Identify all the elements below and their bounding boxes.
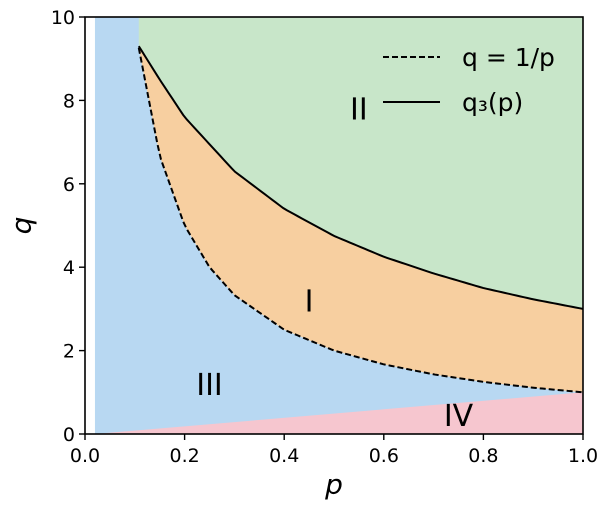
axis-ticks: 0.0 0.2 0.4 0.6 0.8 1.0 0 2 4 6 8 10: [51, 7, 598, 467]
x-tick-label: 0.8: [468, 445, 498, 467]
legend: q = 1/p q₃(p): [383, 43, 555, 117]
y-tick-label: 10: [51, 7, 75, 29]
legend-label-0: q = 1/p: [462, 43, 555, 72]
curves: [137, 45, 584, 394]
y-tick-label: 2: [63, 341, 75, 363]
y-tick-label: 4: [63, 257, 75, 279]
x-tick-label: 1.0: [568, 445, 598, 467]
region-fills: [94, 17, 584, 434]
x-tick-label: 0.0: [70, 445, 100, 467]
y-tick-label: 6: [63, 174, 75, 196]
region-label-ii: II: [350, 93, 368, 128]
x-tick-label: 0.2: [169, 445, 199, 467]
x-tick-label: 0.4: [269, 445, 299, 467]
region-label-i: I: [305, 285, 314, 320]
y-tick-label: 0: [63, 424, 75, 446]
region-label-iv: IV: [444, 399, 474, 434]
series-line-q-1-over-p: [137, 47, 584, 394]
plot-frame: [84, 16, 584, 435]
series-line-q3: [137, 45, 584, 310]
x-axis-label: p: [324, 468, 343, 501]
region-iv-fill: [94, 392, 584, 434]
y-tick-label: 8: [63, 90, 75, 112]
region-label-iii: III: [196, 368, 223, 403]
y-axis-label: q: [5, 217, 38, 235]
x-tick-label: 0.6: [369, 445, 399, 467]
legend-label-1: q₃(p): [462, 88, 523, 117]
region-ii-fill: [138, 17, 583, 309]
